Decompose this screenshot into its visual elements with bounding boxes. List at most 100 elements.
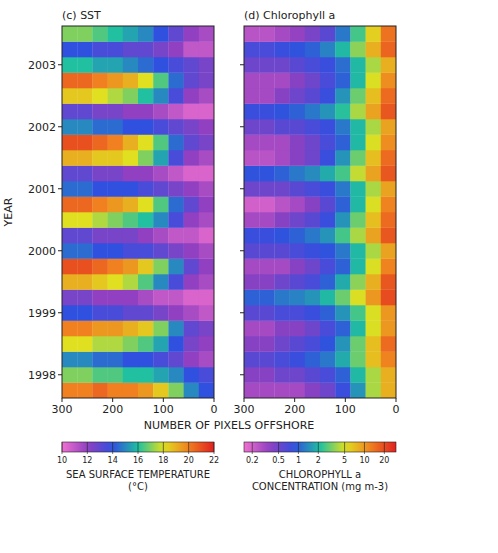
cell	[168, 57, 184, 73]
cell	[335, 212, 351, 228]
cell	[62, 243, 78, 259]
cell	[305, 367, 321, 383]
cell	[199, 88, 214, 104]
cell	[168, 197, 184, 213]
cell	[366, 383, 382, 399]
cell	[184, 42, 200, 58]
x-tick	[294, 398, 295, 402]
cell	[153, 336, 169, 352]
x-tick-label: 300	[52, 403, 73, 416]
cell	[381, 57, 396, 73]
colorbar-tick	[252, 442, 253, 454]
cell	[381, 150, 396, 166]
cell	[108, 290, 124, 306]
cell	[381, 259, 396, 275]
plot-frame	[62, 26, 214, 398]
cell	[305, 243, 321, 259]
cell	[138, 26, 154, 42]
cell	[335, 352, 351, 368]
cell	[350, 104, 366, 120]
cell	[244, 119, 260, 135]
cell	[350, 336, 366, 352]
cell	[153, 383, 169, 399]
cell	[62, 305, 78, 321]
cell	[259, 88, 275, 104]
cell	[335, 259, 351, 275]
cell	[305, 336, 321, 352]
cell	[350, 73, 366, 89]
colorbar-tick	[188, 442, 189, 454]
cell	[320, 352, 336, 368]
cell	[77, 228, 93, 244]
cell	[199, 228, 214, 244]
cell	[350, 321, 366, 337]
heatmap-cells	[62, 26, 214, 398]
cell	[77, 305, 93, 321]
cell	[62, 88, 78, 104]
cell	[168, 166, 184, 182]
cell	[77, 336, 93, 352]
cell	[92, 88, 108, 104]
cell	[259, 259, 275, 275]
cell	[138, 104, 154, 120]
cell	[108, 57, 124, 73]
cell	[290, 88, 306, 104]
x-axis-title: NUMBER OF PIXELS OFFSHORE	[144, 419, 315, 432]
cell	[184, 104, 200, 120]
cell	[108, 352, 124, 368]
cell	[108, 259, 124, 275]
cell	[199, 367, 214, 383]
cell	[184, 166, 200, 182]
cell	[244, 181, 260, 197]
cell	[123, 150, 139, 166]
colorbar-title-line: CHLOROPHYLL a	[279, 469, 362, 480]
colorbar-title-line: (°C)	[128, 481, 148, 492]
cell	[153, 135, 169, 151]
cell	[350, 367, 366, 383]
cell	[259, 119, 275, 135]
y-tick	[58, 126, 62, 127]
cell	[259, 305, 275, 321]
cell	[274, 243, 290, 259]
cell	[335, 150, 351, 166]
cell	[168, 104, 184, 120]
cell	[123, 57, 139, 73]
cell	[335, 305, 351, 321]
colorbar-tick-label: 0.2	[246, 456, 259, 465]
cell	[62, 150, 78, 166]
cell	[123, 42, 139, 58]
cell	[381, 228, 396, 244]
cell	[138, 73, 154, 89]
cell	[184, 305, 200, 321]
cell	[290, 259, 306, 275]
cell	[92, 383, 108, 399]
cell	[366, 305, 382, 321]
cell	[153, 88, 169, 104]
x-tick-label: 200	[102, 403, 123, 416]
cell	[168, 259, 184, 275]
cell	[366, 259, 382, 275]
cell	[168, 119, 184, 135]
colorbar-tick-label: 1	[296, 456, 301, 465]
cell	[62, 321, 78, 337]
cell	[92, 119, 108, 135]
cell	[244, 104, 260, 120]
cell	[108, 383, 124, 399]
y-tick	[240, 374, 244, 375]
cell	[290, 197, 306, 213]
cell	[199, 135, 214, 151]
cell	[259, 228, 275, 244]
cell	[381, 197, 396, 213]
cell	[62, 290, 78, 306]
cell	[274, 57, 290, 73]
cell	[62, 181, 78, 197]
cell	[168, 26, 184, 42]
cell	[381, 42, 396, 58]
cell	[184, 88, 200, 104]
cell	[92, 305, 108, 321]
heatmap-cells	[244, 26, 396, 398]
cell	[350, 150, 366, 166]
cell	[335, 367, 351, 383]
cell	[290, 73, 306, 89]
cell	[259, 274, 275, 290]
